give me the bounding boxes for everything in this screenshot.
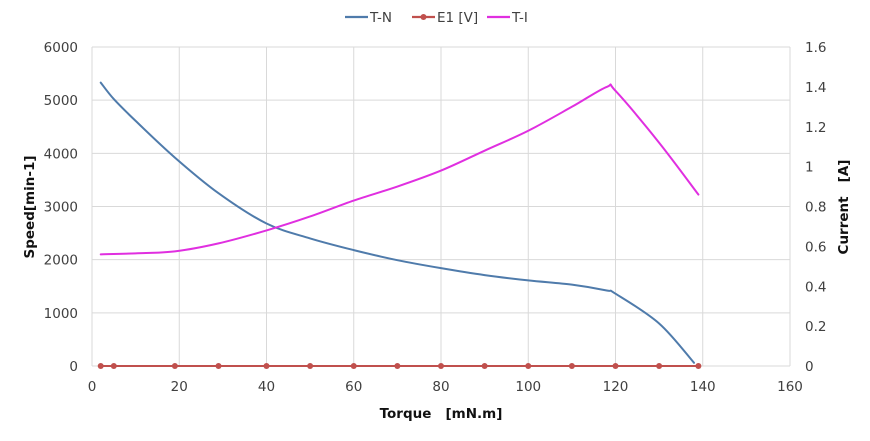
data-point	[394, 363, 401, 369]
data-point	[110, 363, 117, 369]
data-point	[438, 363, 444, 369]
data-point	[656, 363, 663, 369]
legend-item: E1 [V]	[412, 10, 478, 26]
y2-tick-label: 1.4	[805, 80, 826, 96]
y2-tick-label: 1.2	[805, 120, 826, 136]
series-line-t-n	[99, 81, 696, 364]
y-tick-label: 1000	[44, 306, 78, 322]
y2-tick-label: 0	[805, 359, 814, 375]
x-tick-label: 80	[432, 379, 449, 395]
tick-labels: 0 20 40 60 80 100 120 140 1600100020003000400050…	[44, 40, 827, 395]
data-point	[215, 363, 222, 369]
y-axis-title: Speed[min-1]	[22, 155, 38, 258]
y2-tick-label: 0.4	[805, 279, 826, 295]
legend: T-N E1 [V] T-I	[345, 10, 528, 26]
legend-label: T-I	[511, 10, 528, 26]
x-tick-label: 60	[345, 379, 362, 395]
legend-label: T-N	[369, 10, 392, 26]
y-tick-label: 6000	[44, 40, 78, 56]
data-point	[350, 363, 357, 369]
series-line-t-i	[99, 83, 700, 256]
data-point	[97, 363, 104, 369]
data-point	[263, 363, 270, 369]
data-point	[525, 363, 532, 369]
data-point	[568, 363, 575, 369]
x-axis-title: Torque [mN.m]	[380, 406, 503, 422]
x-tick-label: 40	[258, 379, 275, 395]
series-layer	[97, 81, 702, 369]
x-tick-label: 100	[515, 379, 541, 395]
y2-tick-label: 0.2	[805, 319, 826, 335]
legend-label: E1 [V]	[437, 10, 478, 26]
series-e1-v	[97, 363, 702, 369]
y-tick-label: 2000	[44, 253, 78, 269]
y-tick-label: 0	[69, 359, 78, 375]
series-t-i	[99, 83, 700, 256]
x-tick-label: 140	[690, 379, 716, 395]
x-tick-label: 120	[603, 379, 629, 395]
x-tick-label: 160	[777, 379, 803, 395]
y2-tick-label: 1	[805, 160, 814, 176]
data-point	[307, 363, 314, 369]
x-tick-label: 20	[171, 379, 188, 395]
legend-marker	[420, 14, 427, 20]
x-tick-label: 0	[88, 379, 97, 395]
y2-tick-label: 1.6	[805, 40, 826, 56]
legend-item: T-I	[487, 10, 528, 26]
data-point	[481, 363, 488, 369]
y-tick-label: 4000	[44, 146, 78, 162]
legend-item: T-N	[345, 10, 392, 26]
y-tick-label: 3000	[44, 200, 78, 216]
y2-tick-label: 0.8	[805, 200, 826, 216]
data-point	[171, 363, 178, 369]
y2-tick-label: 0.6	[805, 239, 826, 255]
data-point	[695, 363, 702, 369]
data-point	[612, 363, 619, 369]
series-t-n	[99, 81, 696, 364]
y2-axis-title: Current [A]	[836, 160, 852, 255]
y-tick-label: 5000	[44, 93, 78, 109]
